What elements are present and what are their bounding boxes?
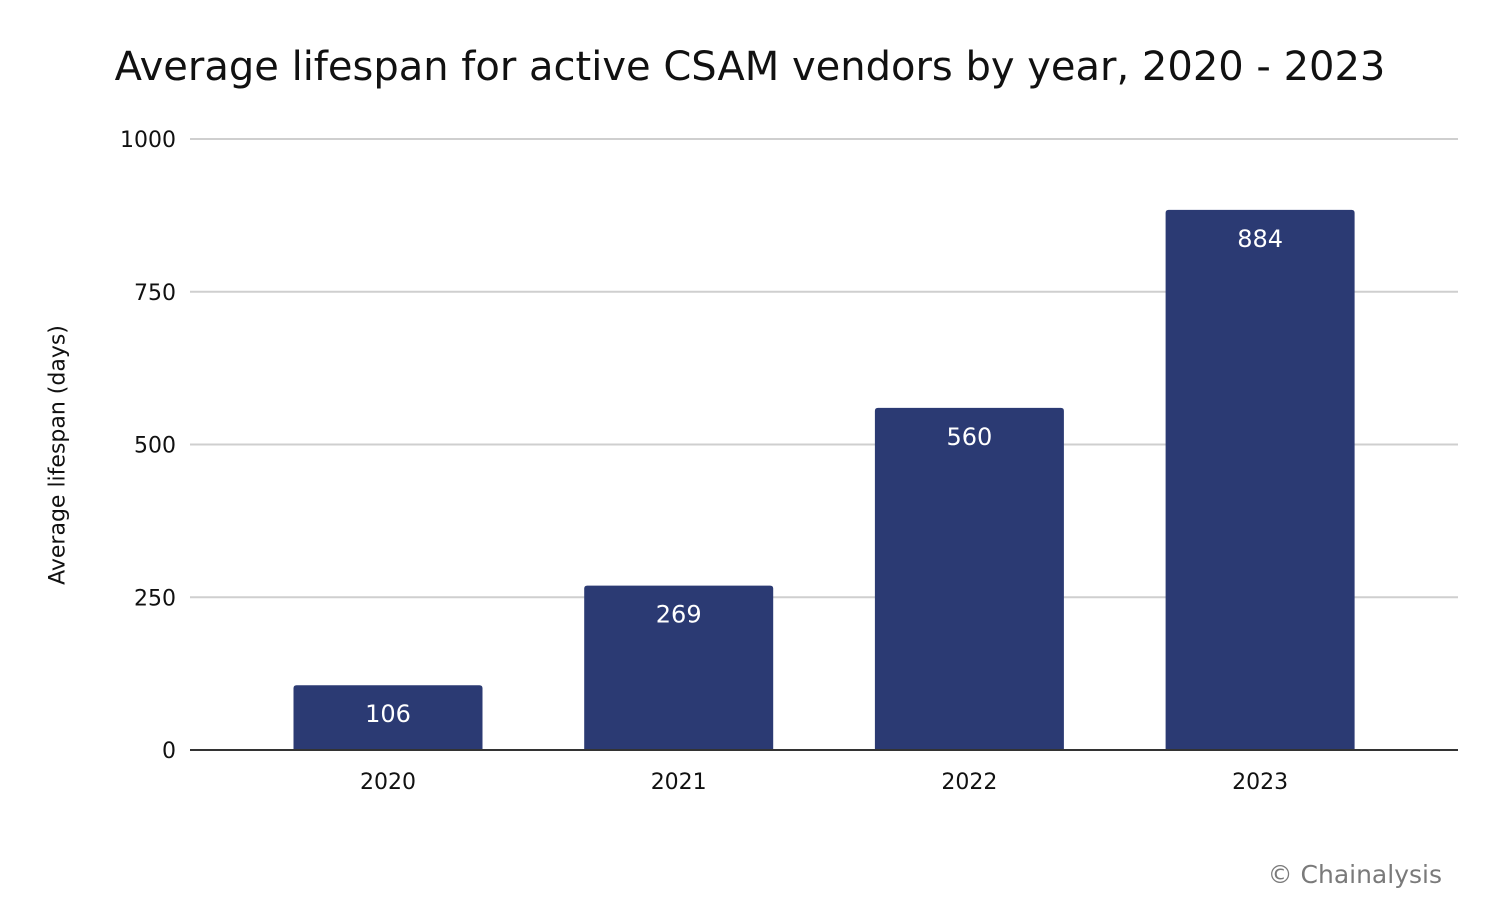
- bar: [1165, 209, 1355, 751]
- data-label: 560: [946, 423, 992, 451]
- x-tick-label: 2020: [360, 770, 416, 795]
- bar: [874, 407, 1064, 750]
- x-tick-label: 2023: [1232, 770, 1288, 795]
- x-tick-label: 2021: [651, 770, 707, 795]
- data-label: 269: [656, 601, 702, 629]
- watermark: © Chainalysis: [1267, 860, 1442, 889]
- x-tick-label: 2022: [941, 770, 997, 795]
- y-tick-label: 250: [134, 586, 176, 611]
- bar: [584, 585, 774, 750]
- data-label: 884: [1237, 225, 1283, 253]
- chart-title: Average lifespan for active CSAM vendors…: [114, 44, 1386, 90]
- data-label: 106: [365, 700, 411, 728]
- bar: [293, 685, 483, 750]
- y-tick-label: 500: [134, 434, 176, 459]
- y-tick-label: 0: [162, 739, 176, 764]
- y-tick-label: 1000: [120, 128, 176, 153]
- y-tick-label: 750: [134, 281, 176, 306]
